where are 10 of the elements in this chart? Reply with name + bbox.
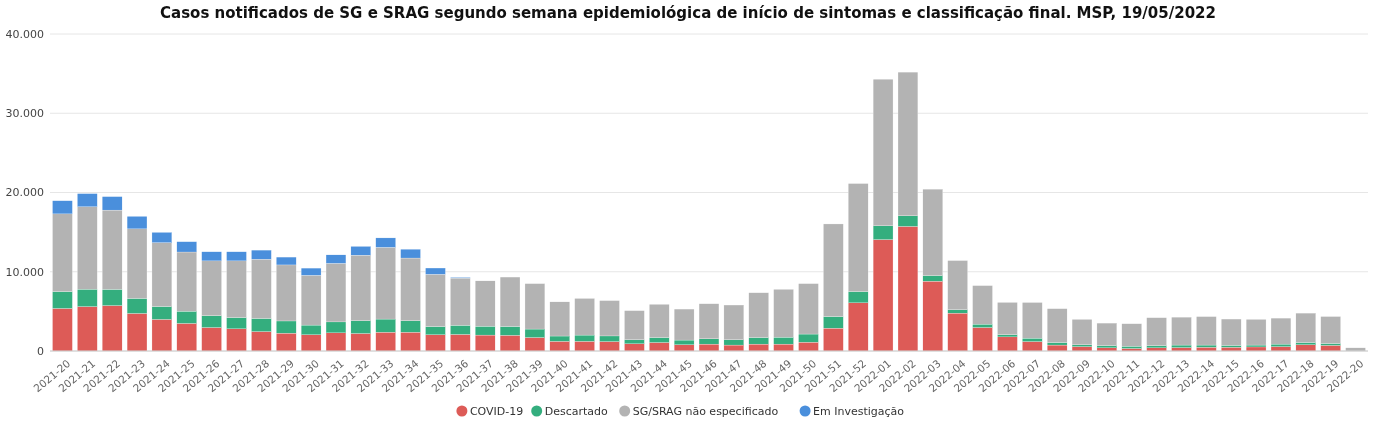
y-tick-label: 0 (37, 344, 44, 358)
chart-title: Casos notificados de SG e SRAG segundo semana epidemiológica de início de sintomas e classificação final. MSP, 19/05/2022 (160, 4, 1216, 22)
y-tick-label: 40.000 (5, 27, 44, 41)
y-tick-label: 30.000 (5, 107, 44, 121)
legend-label: COVID-19 (469, 405, 524, 418)
legend-label: SG/SRAG não especificado (632, 405, 779, 418)
legend-label: Descartado (544, 405, 609, 418)
y-tick-label: 20.000 (5, 186, 44, 200)
legend-label: Em Investigação (813, 405, 905, 418)
y-tick-label: 10.000 (5, 265, 44, 279)
